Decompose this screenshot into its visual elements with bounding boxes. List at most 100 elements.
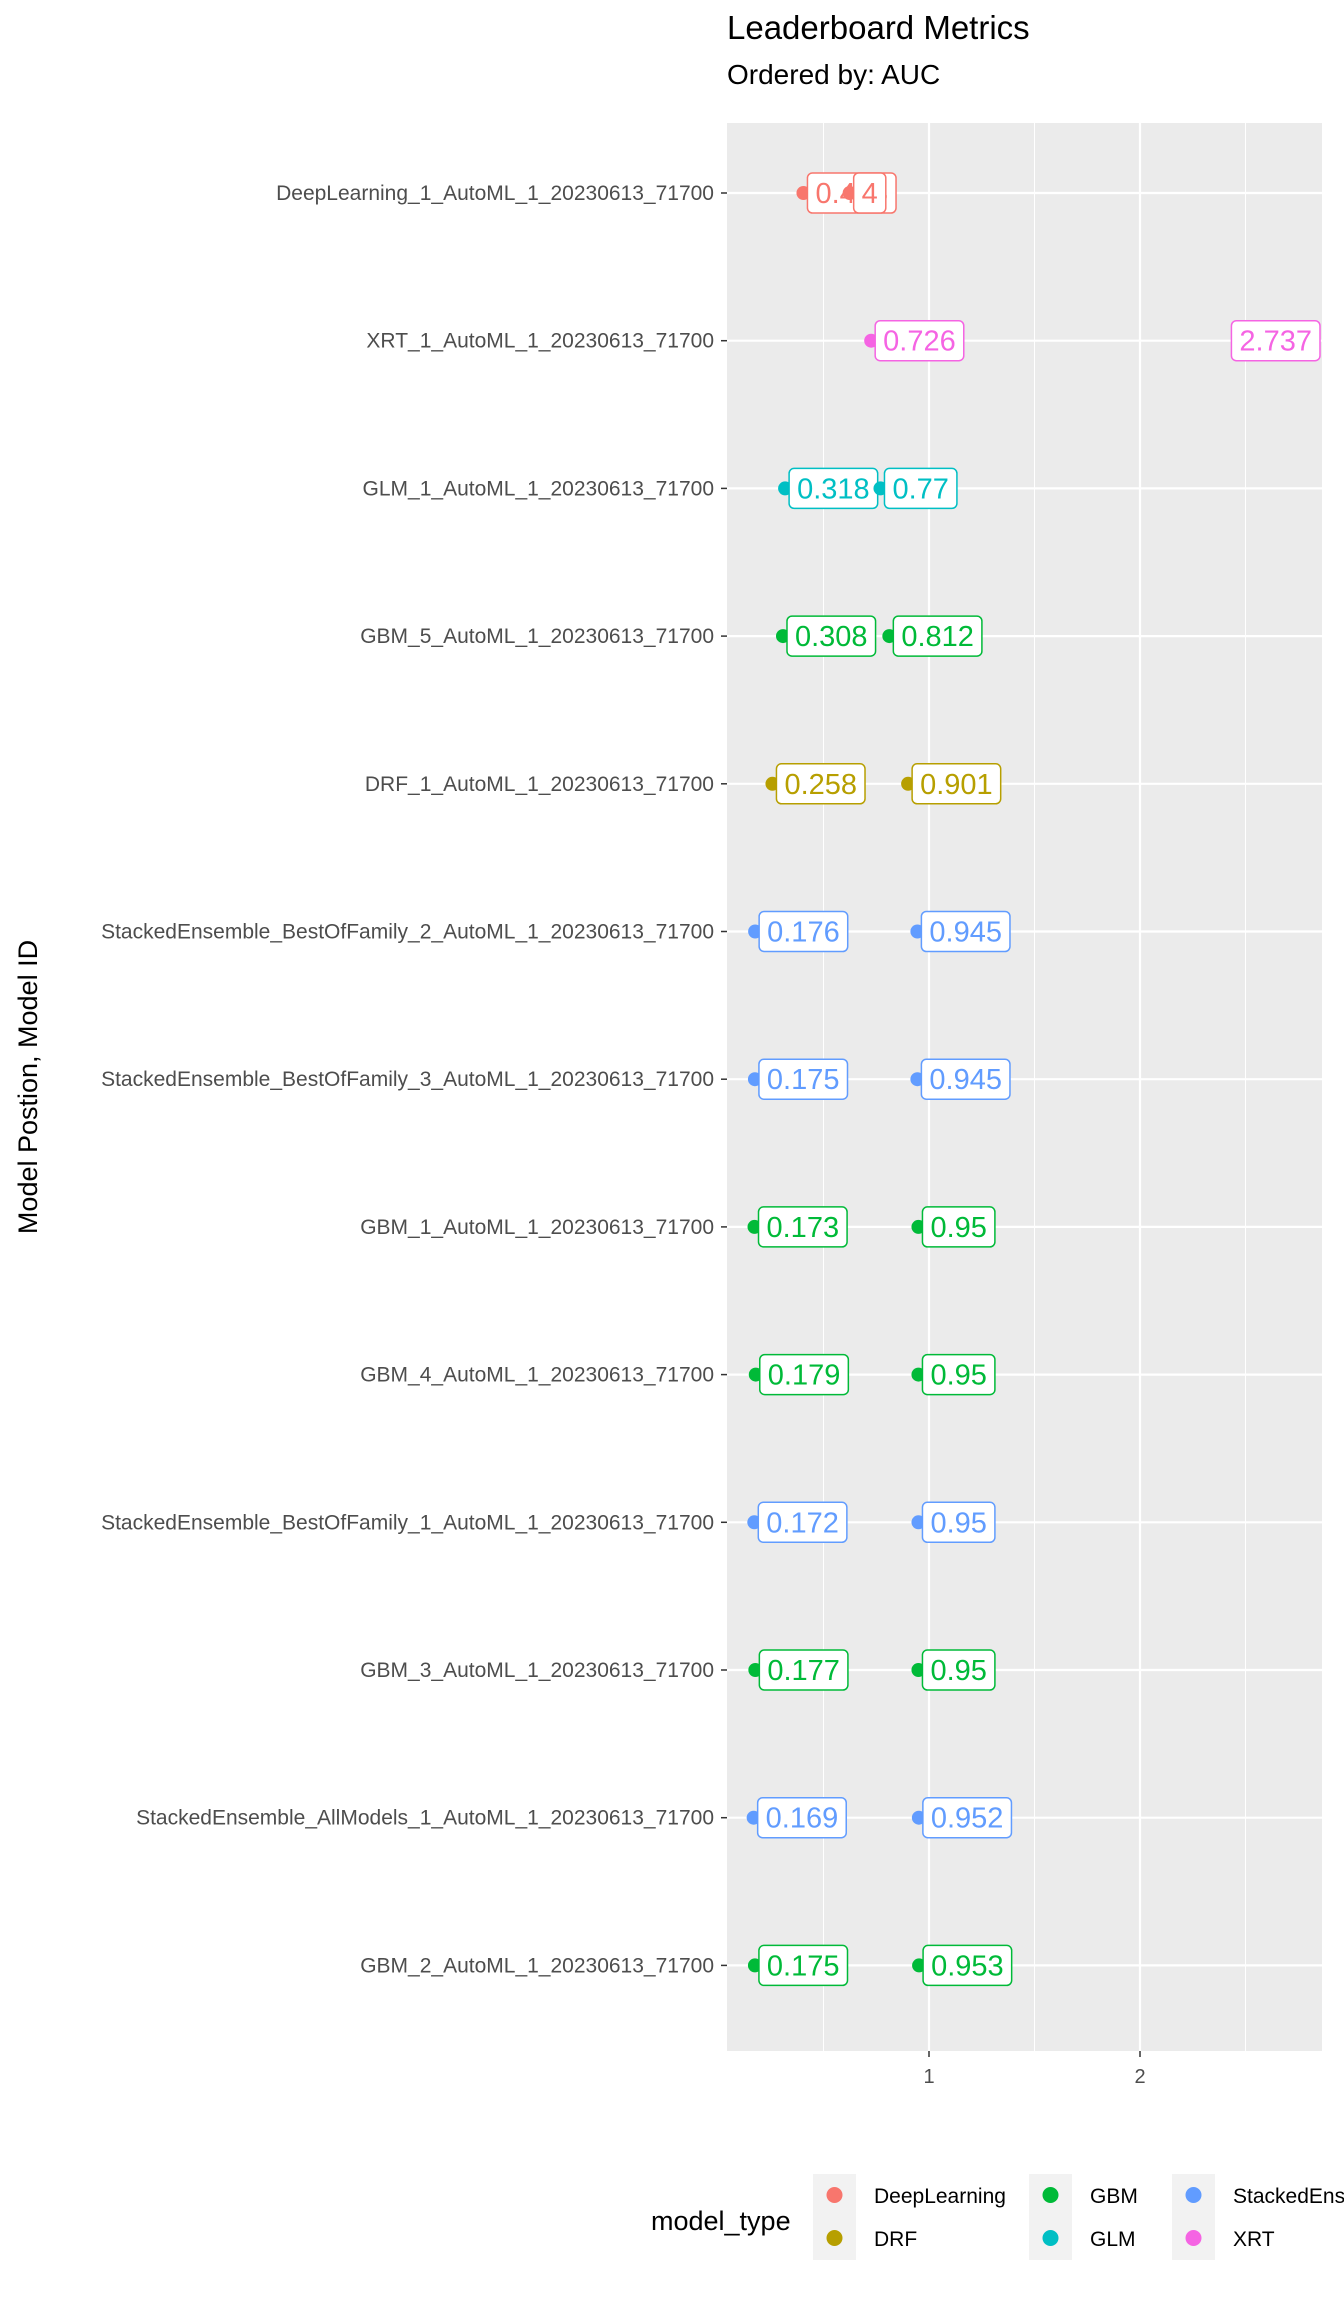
y-tick-label: XRT_1_AutoML_1_20230613_71700: [366, 330, 714, 353]
y-tick-label: GLM_1_AutoML_1_20230613_71700: [363, 477, 714, 500]
legend-key-point: [1042, 2187, 1059, 2203]
value-label-high: 0.945: [920, 1058, 1011, 1100]
legend-label: GBM: [1090, 2185, 1138, 2208]
label-box: [852, 172, 887, 214]
legend-label: DRF: [874, 2228, 917, 2251]
label-text: 0.901: [920, 769, 993, 801]
label-text: 0.308: [795, 621, 868, 653]
label-box: [911, 763, 1002, 805]
y-tick-label: StackedEnsemble_BestOfFamily_1_AutoML_1_…: [101, 1511, 714, 1534]
label-box: [921, 1649, 996, 1691]
y-tick-label: StackedEnsemble_BestOfFamily_2_AutoML_1_…: [101, 921, 714, 944]
label-text: 0.812: [901, 621, 974, 653]
label-box: [921, 1353, 996, 1396]
label-box: [920, 910, 1011, 953]
value-label-low: 0.308: [786, 615, 877, 657]
label-box: [874, 319, 965, 362]
value-label-high: 0.953: [922, 1944, 1013, 1987]
label-text: 0.169: [766, 1803, 839, 1835]
legend-label: DeepLearning: [874, 2185, 1006, 2208]
value-label-low: 0.172: [757, 1501, 848, 1544]
label-text: 0.95: [930, 1360, 986, 1392]
y-tick-label: StackedEnsemble_AllModels_1_AutoML_1_202…: [136, 1807, 714, 1830]
y-tick-label: GBM_4_AutoML_1_20230613_71700: [360, 1364, 714, 1387]
label-text: 0.175: [767, 1064, 840, 1096]
label-text: 0.95: [930, 1212, 986, 1244]
value-label-low: 0.179: [759, 1353, 850, 1396]
value-label-low: 0.175: [758, 1058, 849, 1100]
x-tick-label: 1: [923, 2066, 934, 2088]
value-label-high: 0.945: [920, 910, 1011, 953]
x-tick-label: 2: [1134, 2066, 1145, 2088]
label-text: 0.945: [929, 1064, 1002, 1096]
legend-key-point: [1185, 2230, 1202, 2246]
data-marks: 0.40540.7262.7370.3180.770.3080.8120.258…: [746, 172, 1321, 1987]
label-text: 0.176: [767, 917, 840, 949]
value-label-high: 0.95: [921, 1206, 996, 1248]
y-tick-label: GBM_5_AutoML_1_20230613_71700: [360, 625, 714, 648]
label-text: 0.953: [931, 1950, 1004, 1982]
value-label-low: 0.169: [756, 1796, 847, 1839]
label-text: 0.258: [784, 769, 857, 801]
value-label-high: 4: [852, 172, 887, 214]
label-text: 0.95: [930, 1507, 986, 1539]
label-text: 0.173: [767, 1212, 840, 1244]
label-text: 2.737: [1239, 326, 1312, 358]
label-text: 0.952: [931, 1803, 1004, 1835]
value-label-high: 2.737: [1230, 319, 1321, 362]
label-text: 0.95: [930, 1655, 986, 1687]
value-label-low: 0.177: [758, 1649, 849, 1691]
label-box: [921, 1501, 996, 1544]
label-box: [756, 1796, 847, 1839]
label-text: 0.77: [892, 473, 948, 505]
label-box: [775, 763, 866, 805]
label-text: 0.179: [768, 1360, 841, 1392]
value-label-high: 0.77: [883, 467, 958, 510]
label-text: 0.177: [767, 1655, 840, 1687]
label-box: [758, 1058, 849, 1100]
y-axis-label: Model Postion, Model ID: [13, 940, 43, 1234]
label-box: [892, 615, 983, 657]
chart-title: Leaderboard Metrics: [727, 9, 1030, 46]
label-text: 0.175: [767, 1950, 840, 1982]
value-label-high: 0.95: [921, 1649, 996, 1691]
label-box: [758, 1944, 849, 1987]
label-box: [883, 467, 958, 510]
value-label-low: 0.176: [758, 910, 849, 953]
value-label-high: 0.812: [892, 615, 983, 657]
value-label-low: 0.318: [788, 467, 879, 510]
legend: model_type DeepLearning DRF GBM GLM StackedE…: [651, 2174, 1344, 2260]
label-box: [1230, 319, 1321, 362]
y-tick-label: DeepLearning_1_AutoML_1_20230613_71700: [276, 182, 714, 205]
value-label-low: 0.258: [775, 763, 866, 805]
label-box: [758, 910, 849, 953]
label-box: [922, 1796, 1013, 1839]
chart-subtitle: Ordered by: AUC: [727, 59, 940, 90]
y-tick-label: GBM_3_AutoML_1_20230613_71700: [360, 1659, 714, 1682]
label-box: [759, 1353, 850, 1396]
label-box: [920, 1058, 1011, 1100]
legend-key-point: [826, 2230, 843, 2246]
label-text: 4: [862, 178, 878, 210]
value-label-low: 0.175: [758, 1944, 849, 1987]
y-axis-ticks: DeepLearning_1_AutoML_1_20230613_71700 XR…: [101, 182, 727, 1977]
legend-label: StackedEns: [1233, 2185, 1344, 2208]
label-box: [922, 1944, 1013, 1987]
value-label-high: 0.952: [922, 1796, 1013, 1839]
value-label-high: 0.95: [921, 1353, 996, 1396]
y-tick-label: StackedEnsemble_BestOfFamily_3_AutoML_1_…: [101, 1068, 714, 1091]
value-label-low: 0.173: [757, 1206, 848, 1248]
legend-title: model_type: [651, 2206, 791, 2236]
value-label-low: 0.726: [874, 319, 965, 362]
label-box: [786, 615, 877, 657]
label-box: [921, 1206, 996, 1248]
legend-key-point: [1042, 2230, 1059, 2246]
label-text: 0.726: [883, 326, 956, 358]
value-label-high: 0.95: [921, 1501, 996, 1544]
label-box: [757, 1206, 848, 1248]
y-tick-label: DRF_1_AutoML_1_20230613_71700: [365, 773, 714, 796]
legend-label: XRT: [1233, 2228, 1275, 2251]
legend-key-point: [1185, 2187, 1202, 2203]
